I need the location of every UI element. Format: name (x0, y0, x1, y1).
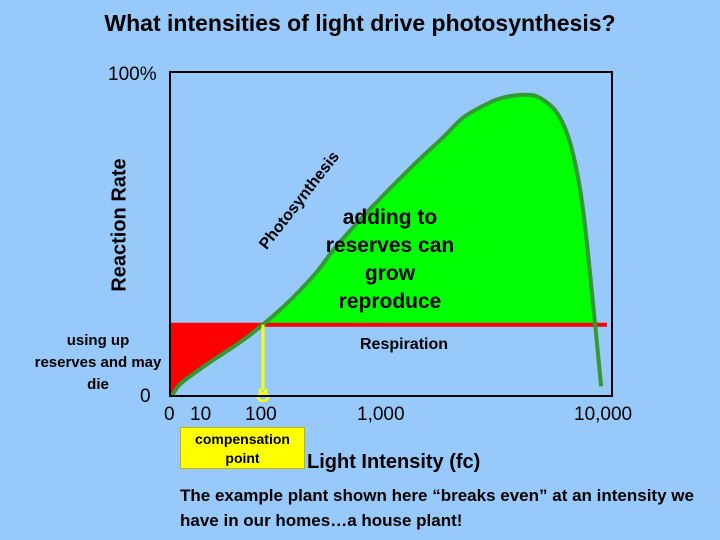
x-tick-label-10000: 10,000 (574, 404, 633, 425)
x-tick-label-1000: 1,000 (357, 404, 405, 425)
x-tick-label-10: 10 (190, 404, 212, 425)
respiration-series-label: Respiration (360, 336, 449, 353)
footnote: The example plant shown here “breaks eve… (180, 486, 694, 530)
plot-frame (169, 71, 613, 397)
deficit-note: using up reserves and may die (34, 332, 162, 393)
compensation-point-label: compensation point (180, 427, 305, 469)
x-axis-label: Light Intensity (fc) (307, 451, 481, 473)
y-tick-label-100: 100% (108, 64, 157, 85)
x-tick-label-0: 0 (164, 404, 175, 425)
x-tick-label-100: 100 (245, 404, 277, 425)
y-tick-label-0: 0 (140, 386, 151, 407)
surplus-area (263, 94, 596, 325)
y-axis-label: Reaction Rate (108, 158, 131, 292)
photosynthesis-line (168, 92, 604, 398)
surplus-note: adding to reserves can grow reproduce (325, 206, 455, 313)
slide-title: What intensities of light drive photosyn… (104, 10, 616, 36)
